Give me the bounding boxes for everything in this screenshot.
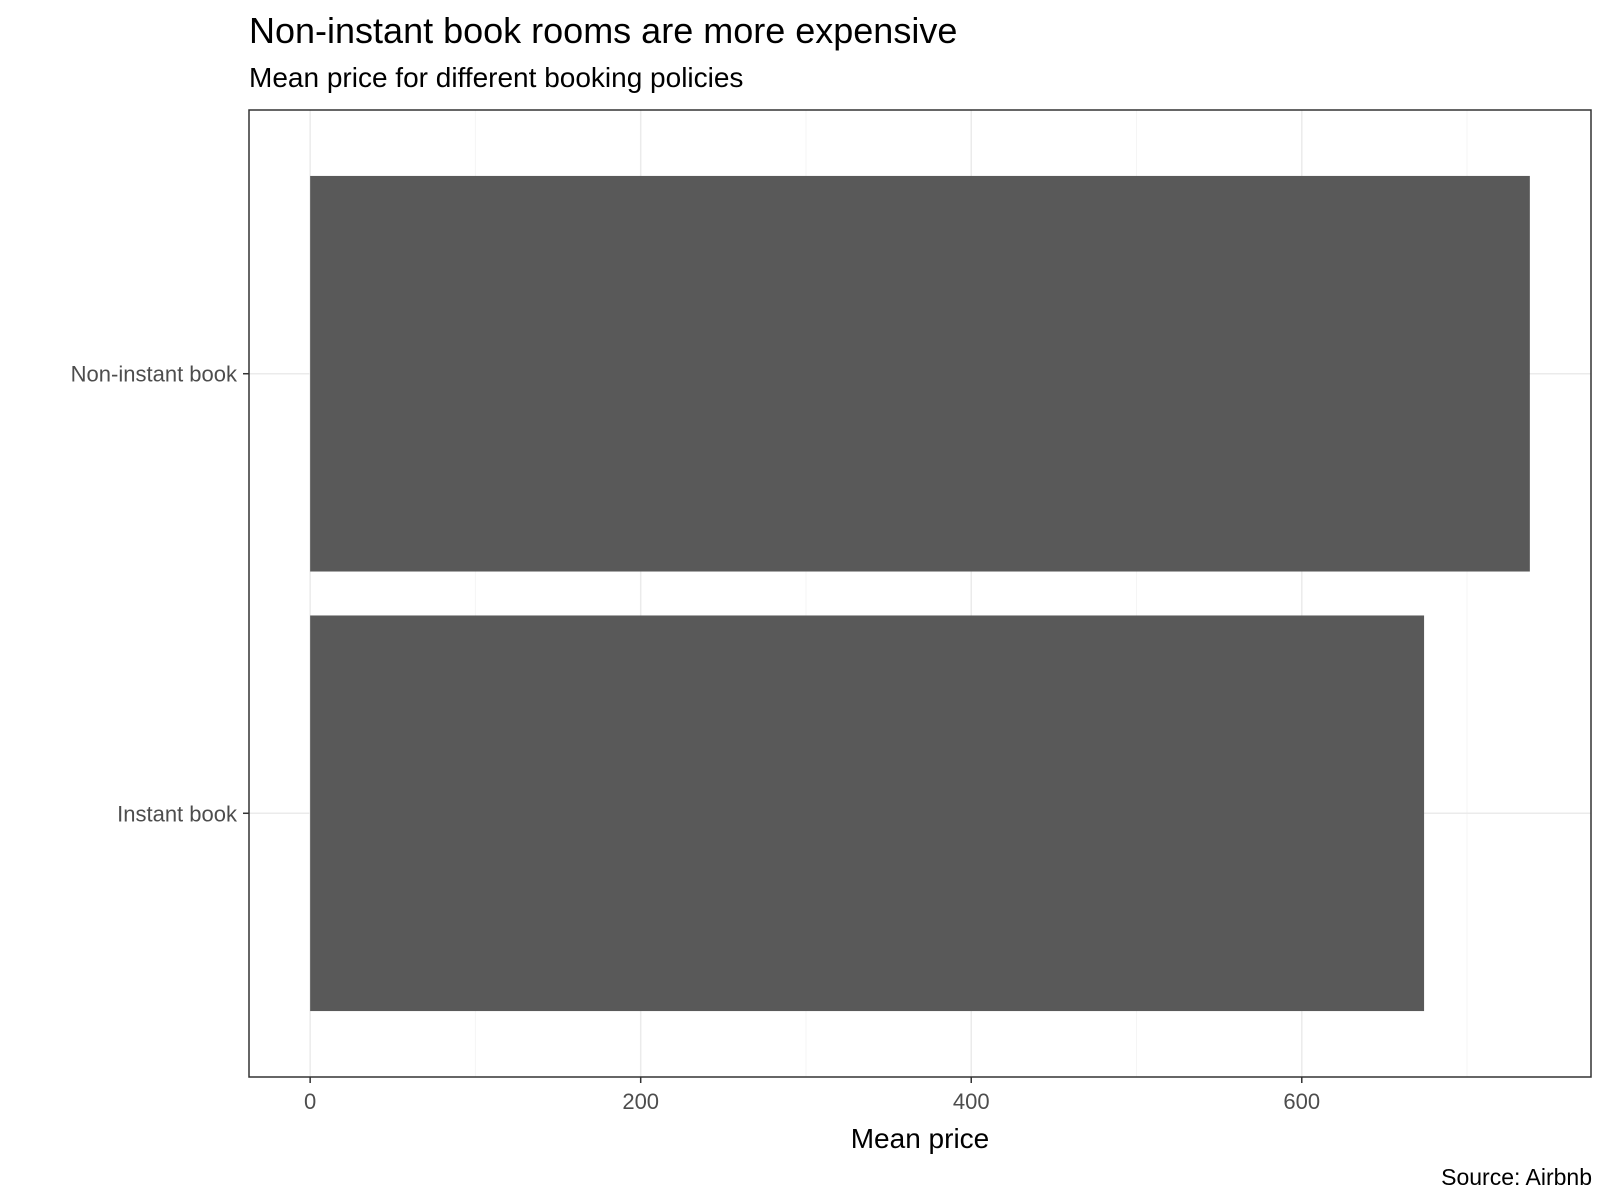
x-axis-title: Mean price [851, 1123, 990, 1154]
panel-border [248, 109, 1592, 1078]
y-category-label: Non-instant book [71, 362, 238, 387]
chart-caption: Source: Airbnb [1441, 1164, 1592, 1190]
axes: 0 200 400 600 Non-instant book Instant book [71, 362, 1320, 1114]
chart-title: Non-instant book rooms are more expensiv… [249, 10, 958, 51]
chart-subtitle: Mean price for different booking policie… [249, 62, 744, 93]
bar-non-instant-book [310, 175, 1530, 572]
x-tick-label: 600 [1283, 1089, 1320, 1114]
bar-instant-book [310, 615, 1425, 1012]
y-category-label: Instant book [117, 801, 238, 826]
x-tick-label: 400 [953, 1089, 990, 1114]
x-tick-label: 200 [622, 1089, 659, 1114]
bars [310, 175, 1530, 1012]
x-tick-label: 0 [304, 1089, 316, 1114]
